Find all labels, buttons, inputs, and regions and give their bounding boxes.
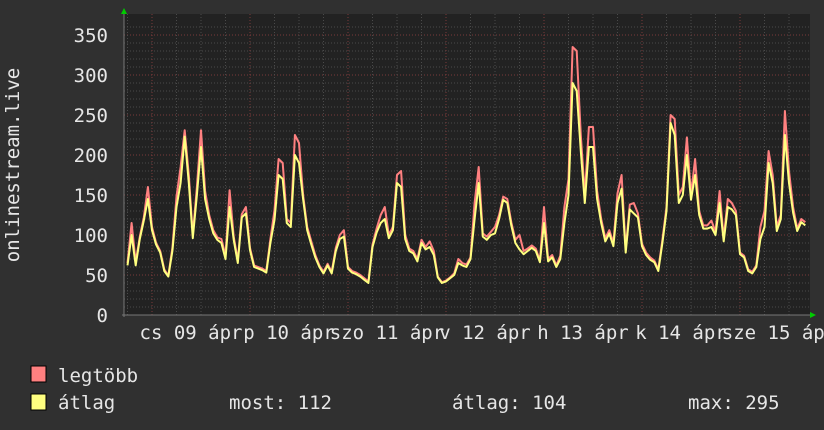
legend-label-avg: átlag bbox=[58, 392, 115, 414]
x-tick-label: p 10 ápr bbox=[243, 322, 335, 344]
y-tick-label: 50 bbox=[85, 265, 108, 287]
x-tick-label: k 14 ápr bbox=[635, 322, 727, 344]
stat-average: átlag: 104 bbox=[452, 392, 566, 414]
x-tick-label: szo 11 ápr bbox=[330, 322, 444, 344]
y-tick-label: 150 bbox=[74, 185, 108, 207]
x-tick-label: sze 15 ápr bbox=[722, 322, 824, 344]
y-tick-label: 250 bbox=[74, 105, 108, 127]
y-tick-label: 100 bbox=[74, 225, 108, 247]
legend-swatch-avg bbox=[30, 393, 47, 411]
legend-label-max: legtöbb bbox=[58, 365, 138, 387]
series-line-avg bbox=[126, 82, 806, 284]
y-tick-label: 200 bbox=[74, 145, 108, 167]
x-tick-label: h 13 ápr bbox=[537, 322, 629, 344]
y-axis-ticks: 0 50 100 150 200 250 300 350 bbox=[74, 25, 108, 327]
grid bbox=[124, 14, 810, 315]
legend-swatch-max bbox=[30, 365, 47, 383]
y-tick-label: 300 bbox=[74, 65, 108, 87]
x-axis-arrow-icon bbox=[810, 312, 816, 318]
stat-max: max: 295 bbox=[688, 392, 780, 414]
legend: legtöbb átlag most: 112 átlag: 104 max: … bbox=[30, 365, 780, 414]
y-tick-label: 0 bbox=[97, 305, 108, 327]
stat-now: most: 112 bbox=[229, 392, 332, 414]
y-axis-label: onlinestream.live bbox=[2, 68, 24, 262]
x-tick-label: v 12 ápr bbox=[439, 322, 531, 344]
y-tick-label: 350 bbox=[74, 25, 108, 47]
x-tick-label: cs 09 ápr bbox=[140, 322, 243, 344]
y-axis-arrow-icon bbox=[121, 8, 127, 14]
series-lines bbox=[126, 46, 806, 284]
